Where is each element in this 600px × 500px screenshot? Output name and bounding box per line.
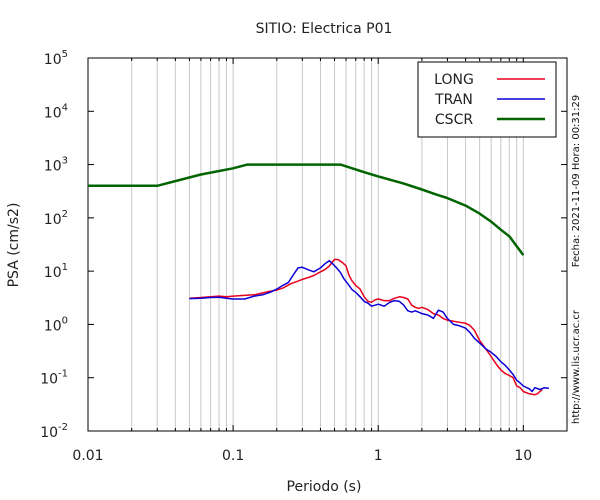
y-tick-exponent: -1	[58, 369, 68, 380]
y-tick-label: 102	[44, 209, 68, 228]
y-tick-exponent: -2	[58, 422, 68, 433]
y-tick-exponent: 2	[62, 209, 68, 220]
series-line-long	[189, 258, 543, 396]
x-tick-label: 1	[374, 448, 383, 464]
y-axis-label: PSA (cm/s2)	[6, 203, 22, 288]
chart-title: SITIO: Electrica P01	[256, 21, 393, 37]
vertical-grid	[131, 58, 524, 431]
y-tick-label: 10-1	[40, 369, 68, 388]
legend: LONG TRAN CSCR	[417, 61, 557, 138]
x-tick-label: 0.1	[222, 448, 244, 464]
x-axis-label: Periodo (s)	[287, 479, 362, 495]
legend-label: CSCR	[435, 112, 473, 128]
timestamp-label: Fecha: 2021-11-09 Hora: 00:31:29	[571, 95, 582, 268]
x-tick-label: 0.01	[72, 448, 103, 464]
y-tick-label: 100	[44, 315, 68, 334]
y-tick-label: 101	[44, 262, 68, 281]
y-tick-label: 105	[44, 49, 68, 68]
y-tick-exponent: 3	[62, 156, 68, 167]
y-tick-exponent: 5	[62, 49, 68, 60]
y-tick-exponent: 1	[62, 262, 68, 273]
y-tick-exponent: 0	[62, 315, 68, 326]
plot-frame	[87, 57, 568, 432]
series-group	[88, 163, 550, 396]
source-url-label: http://www.lis.ucr.ac.cr	[571, 309, 582, 424]
series-line-cscr	[88, 163, 525, 256]
y-tick-exponent: 4	[62, 102, 68, 113]
y-tick-label: 104	[44, 102, 68, 121]
series-line-tran	[189, 259, 550, 393]
legend-label: TRAN	[434, 92, 473, 108]
x-tick-label: 10	[514, 448, 532, 464]
y-tick-label: 10-2	[40, 422, 68, 441]
legend-label: LONG	[434, 72, 474, 88]
y-tick-label: 103	[44, 156, 68, 175]
